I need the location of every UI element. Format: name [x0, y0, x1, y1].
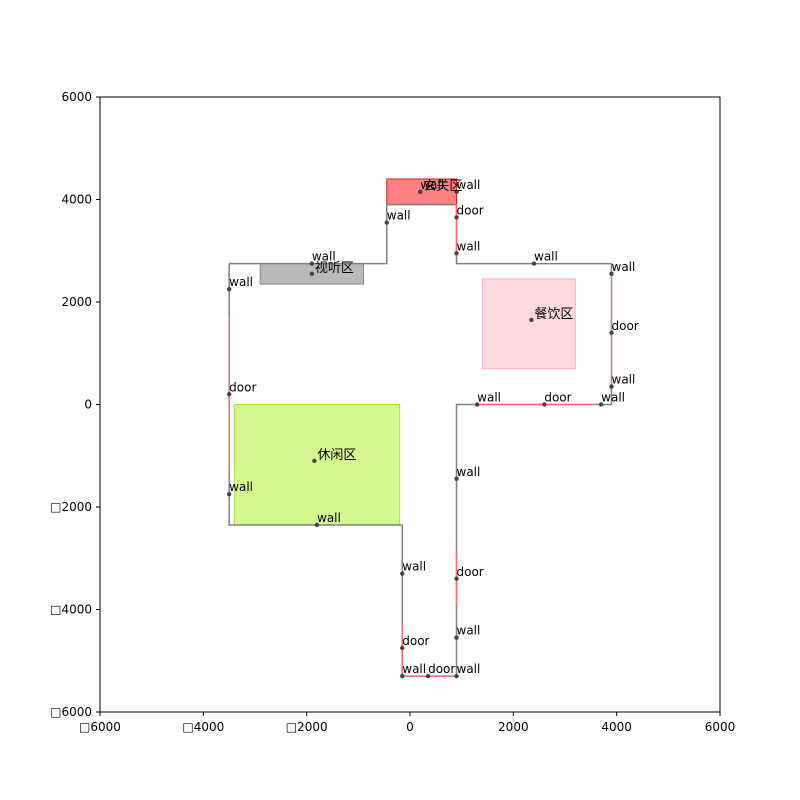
annotation-marker-21	[400, 645, 405, 651]
zone-label-2: 餐饮区	[534, 306, 573, 322]
x-tick-label-6: 6000	[705, 720, 736, 734]
zone-rect-3	[233, 404, 401, 526]
annotation-marker-22	[400, 673, 405, 679]
zone-label-0: 玄关区	[423, 179, 462, 194]
annotation-label-0: wall	[420, 178, 444, 192]
annotation-label-23: door	[428, 662, 455, 676]
annotation-label-7: wall	[612, 260, 636, 274]
zone-label-1: 视听区	[315, 261, 354, 276]
annotation-marker-4	[454, 251, 459, 256]
annotation-label-5: wall	[312, 250, 336, 264]
annotation-marker-12	[474, 402, 480, 407]
annotation-label-4: wall	[457, 239, 481, 253]
annotation-label-19: door	[457, 565, 484, 579]
zone-rect-2	[481, 278, 576, 370]
annotation-marker-6	[531, 261, 537, 266]
y-tick-label-2: 2000	[61, 295, 92, 309]
x-tick-label-3: 0	[406, 720, 414, 734]
y-tick-label-3: 0	[84, 398, 92, 412]
zones-layer	[233, 178, 576, 526]
annotation-marker-3	[384, 220, 389, 225]
annotation-label-1: wall	[457, 178, 481, 192]
x-tick-label-2: □2000	[286, 720, 328, 734]
annotation-marker-23	[425, 673, 431, 679]
annotation-label-11: wall	[612, 373, 636, 387]
annotation-marker-10	[226, 392, 232, 397]
annotation-label-21: door	[402, 634, 429, 648]
annotation-label-14: wall	[601, 391, 625, 405]
annotation-label-12: wall	[477, 391, 501, 405]
wall-outline	[228, 203, 613, 677]
annotation-label-16: wall	[229, 480, 253, 494]
annotation-label-15: wall	[457, 465, 481, 479]
y-tick-label-4: □2000	[50, 500, 92, 514]
outline-layer	[228, 203, 613, 677]
annotation-marker-15	[454, 476, 459, 482]
annotation-marker-16	[226, 491, 232, 497]
y-tick-label-6: □6000	[50, 705, 92, 719]
annotation-marker-14	[598, 402, 604, 407]
x-tick-label-1: □4000	[182, 720, 224, 734]
annotation-label-20: wall	[457, 624, 481, 638]
zone-marker-1	[309, 271, 315, 277]
annotation-marker-13	[542, 402, 547, 407]
annotation-marker-17	[314, 522, 320, 528]
annotation-label-6: wall	[534, 250, 558, 264]
y-tick-label-0: 6000	[61, 90, 92, 104]
annotation-label-17: wall	[317, 511, 341, 525]
annotation-label-13: door	[544, 391, 571, 405]
annotation-marker-8	[226, 286, 232, 292]
zone-marker-3	[312, 458, 317, 464]
y-tick-label-1: 4000	[61, 193, 92, 207]
annotation-label-24: wall	[457, 662, 481, 676]
annotation-label-10: door	[229, 380, 256, 394]
annotation-marker-24	[454, 673, 459, 679]
annotation-marker-5	[309, 261, 315, 266]
x-tick-label-5: 4000	[601, 720, 632, 734]
zone-marker-2	[529, 317, 534, 323]
annotation-marker-9	[609, 330, 614, 335]
zone-marker-0	[418, 189, 423, 195]
annotation-marker-7	[609, 271, 614, 277]
annotation-label-8: wall	[229, 275, 253, 289]
annotation-label-3: wall	[387, 209, 411, 223]
annotation-label-2: door	[457, 203, 484, 217]
annotation-marker-19	[454, 576, 459, 581]
annotation-label-18: wall	[402, 560, 426, 574]
axis-ticks: □6000 □4000 □2000 0 2000 4000 6000 6000 4000 2000…	[50, 90, 735, 734]
annotation-marker-11	[609, 384, 614, 389]
annotation-label-9: door	[612, 319, 639, 333]
annotation-marker-20	[454, 635, 459, 640]
zone-label-3: 休闲区	[317, 448, 356, 463]
annotation-label-22: wall	[402, 662, 426, 676]
annotation-marker-1	[454, 189, 459, 195]
annotation-marker-18	[400, 571, 405, 576]
x-tick-label-0: □6000	[79, 720, 121, 734]
y-tick-label-5: □4000	[50, 603, 92, 617]
marker-layer	[226, 189, 614, 679]
annotation-marker-2	[454, 215, 459, 220]
x-tick-label-4: 2000	[498, 720, 529, 734]
